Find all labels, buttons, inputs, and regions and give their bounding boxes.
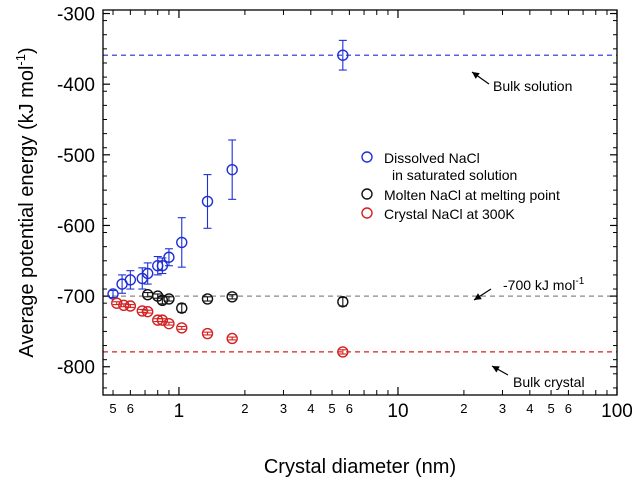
data-point: [176, 302, 188, 314]
marker: [118, 299, 130, 311]
data-point: [176, 217, 188, 268]
marker: [156, 314, 169, 326]
legend-label-line2: in saturated solution: [392, 167, 517, 183]
marker: [201, 327, 214, 340]
ref-700-arrow-head: [474, 293, 482, 300]
marker: [201, 293, 214, 305]
y-tick-label: -300: [57, 5, 95, 26]
marker: [337, 346, 349, 358]
legend-label: Dissolved NaCl: [384, 150, 480, 166]
bulk-crystal-arrow-head: [492, 366, 500, 373]
x-minor-tick-label: 5: [547, 401, 554, 416]
x-minor-tick-label: 2: [460, 401, 467, 416]
marker: [124, 274, 137, 286]
data-point: [163, 317, 175, 330]
x-minor-tick-label: 6: [565, 401, 572, 416]
legend-label: Molten NaCl at melting point: [384, 187, 560, 203]
data-point: [176, 322, 188, 334]
x-tick-label: 1: [174, 401, 185, 422]
marker: [337, 296, 349, 308]
y-tick-label: -600: [57, 216, 95, 237]
data-point: [226, 291, 238, 303]
marker: [337, 49, 349, 61]
x-minor-tick-label: 6: [346, 401, 353, 416]
ref-700-label: -700 kJ mol-1: [503, 276, 585, 293]
reference-lines: [103, 54, 617, 353]
x-minor-tick-label: 5: [109, 401, 116, 416]
data-point: [163, 293, 175, 305]
data-point: [337, 346, 349, 358]
x-minor-tick-label: 3: [499, 401, 506, 416]
data-point: [337, 296, 349, 308]
x-axis-title: Crystal diameter (nm): [264, 456, 456, 478]
marker: [111, 297, 123, 309]
marker: [163, 251, 175, 263]
legend-label: Crystal NaCl at 300K: [384, 206, 515, 222]
data-point: [124, 300, 137, 312]
marker: [142, 267, 154, 280]
y-tick-label: -700: [57, 287, 95, 308]
marker: [124, 300, 137, 312]
annotations: Bulk solution -700 kJ mol-1 Bulk crystal: [471, 71, 585, 390]
data-point: [201, 293, 214, 305]
bulk-solution-arrow-head: [472, 72, 480, 79]
legend-marker: [361, 151, 373, 163]
marker: [176, 322, 188, 334]
bulk-crystal-label: Bulk crystal: [513, 374, 585, 390]
legend-marker: [361, 207, 373, 219]
x-minor-tick-label: 6: [127, 401, 134, 416]
y-axis-title: Average potential energy (kJ mol-1): [13, 47, 38, 357]
marker: [163, 317, 175, 330]
data-point: [201, 174, 214, 229]
data-point: [201, 327, 214, 340]
x-minor-tick-label: 5: [328, 401, 335, 416]
plot-frame: [102, 9, 618, 396]
y-tick-label: -500: [57, 146, 95, 167]
marker: [156, 294, 169, 307]
marker: [142, 305, 154, 318]
marker: [176, 302, 188, 314]
marker: [176, 236, 188, 249]
marker: [201, 195, 214, 208]
marker: [163, 293, 175, 305]
marker: [226, 332, 238, 345]
data-point: [226, 139, 238, 200]
data-point: [124, 270, 137, 290]
y-tick-label: -400: [57, 75, 95, 96]
data-point: [226, 332, 238, 345]
x-minor-tick-label: 4: [526, 401, 533, 416]
data-point: [337, 39, 349, 71]
data-point: [142, 288, 154, 301]
x-minor-tick-label: 4: [307, 401, 314, 416]
x-tick-label: 100: [601, 401, 632, 422]
y-tick-label: -800: [57, 358, 95, 379]
marker: [226, 163, 238, 176]
x-minor-tick-label: 3: [280, 401, 287, 416]
legend-marker: [361, 188, 373, 200]
bulk-solution-label: Bulk solution: [493, 78, 572, 94]
data-point: [163, 248, 175, 267]
marker: [226, 291, 238, 303]
x-tick-label: 10: [387, 401, 408, 422]
data-point: [142, 305, 154, 318]
x-minor-tick-label: 2: [241, 401, 248, 416]
data-marks: [107, 39, 349, 358]
data-point: [142, 262, 154, 285]
